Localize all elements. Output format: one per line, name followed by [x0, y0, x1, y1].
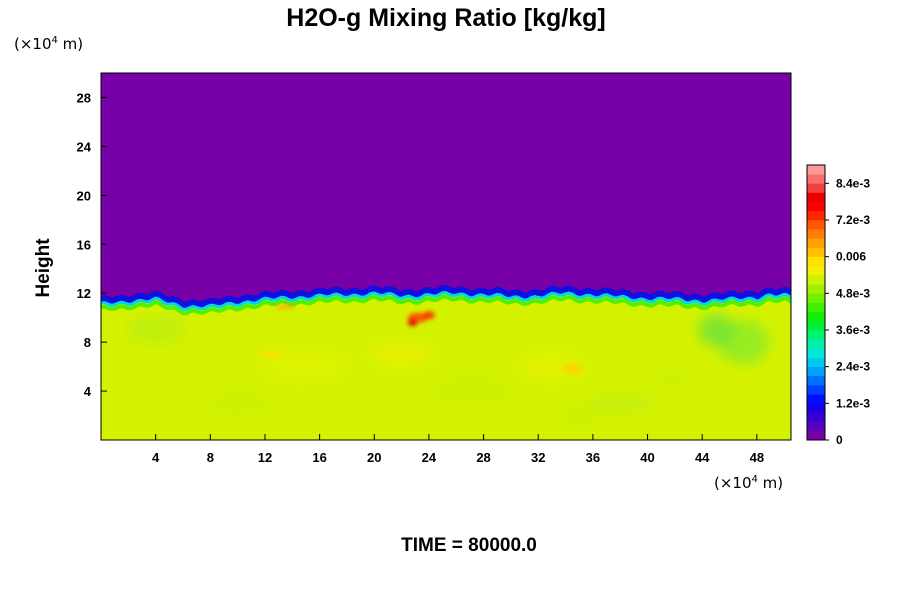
colorbar-segment	[807, 174, 825, 184]
colorbar-segment	[807, 375, 825, 386]
hotspot	[422, 311, 435, 320]
colorbar-labels: 8.4e-3 7.2e-3 0.006 4.8e-3 3.6e-3 2.4e-3 1.2e-…	[825, 176, 870, 447]
x-tick-label: 28	[476, 450, 490, 465]
y-unit-label: (×104 m)	[14, 35, 83, 53]
x-tick-label: 32	[531, 450, 545, 465]
y-tick-label: 8	[84, 335, 91, 350]
colorbar-segment	[807, 165, 825, 175]
colorbar-segment	[807, 275, 825, 285]
hotspot	[407, 318, 418, 327]
x-tick-label: 40	[640, 450, 654, 465]
y-tick-label: 4	[84, 384, 92, 399]
colorbar	[806, 164, 826, 441]
texture-blob	[585, 393, 656, 414]
texture-blob	[429, 377, 510, 406]
field-texture	[125, 313, 770, 424]
colorbar-label: 1.2e-3	[836, 396, 870, 410]
texture-blob	[265, 354, 346, 379]
colorbar-segment	[807, 302, 825, 312]
chart-title: H2O-g Mixing Ratio [kg/kg]	[286, 4, 605, 32]
interface-band-cyan	[101, 291, 791, 311]
colorbar-label: 0	[836, 433, 843, 447]
colorbar-label: 0.006	[836, 250, 866, 264]
interface-band-blue	[101, 285, 791, 309]
colorbar-frame	[806, 164, 826, 441]
x-unit-label: (×104 m)	[714, 474, 783, 492]
y-tick-label: 28	[77, 90, 91, 105]
colorbar-segment	[807, 339, 825, 349]
colorbar-segment	[807, 394, 825, 404]
x-tick-label: 8	[207, 450, 214, 465]
texture-blob	[207, 393, 268, 414]
colorbar-segment	[807, 293, 825, 303]
x-tick-label: 36	[586, 450, 600, 465]
texture-blob	[344, 393, 405, 414]
colorbar-segment	[807, 220, 825, 230]
time-label: TIME = 80000.0	[401, 535, 537, 556]
colorbar-segment	[807, 183, 825, 193]
texture-blob	[649, 368, 700, 389]
x-tick-label: 44	[695, 450, 710, 465]
texture-blob	[125, 315, 186, 344]
colorbar-segment	[807, 366, 825, 377]
colorbar-segment	[807, 430, 825, 441]
colorbar-segment	[807, 320, 825, 331]
hotspot	[562, 364, 583, 375]
colorbar-segment	[807, 385, 825, 395]
texture-blob	[559, 407, 600, 424]
colorbar-label: 3.6e-3	[836, 323, 870, 337]
colorbar-segment	[807, 247, 825, 257]
field-hotspots	[257, 304, 583, 375]
colorbar-segment	[807, 238, 825, 248]
y-tick-label: 20	[77, 188, 91, 203]
colorbar-segment	[807, 210, 825, 221]
colorbar-segment	[807, 357, 825, 367]
colorbar-segment	[807, 284, 825, 294]
colorbar-segment	[807, 412, 825, 422]
colorbar-segment	[807, 348, 825, 358]
y-tick-label: 16	[77, 237, 91, 252]
x-tick-label: 48	[750, 450, 764, 465]
texture-blob	[371, 344, 432, 365]
x-tick-label: 20	[367, 450, 381, 465]
colorbar-label: 2.4e-3	[836, 360, 870, 374]
hotspot	[257, 351, 286, 358]
y-tick-label: 24	[77, 139, 92, 154]
plot-area	[101, 73, 791, 440]
hotspot	[275, 304, 296, 309]
y-tick-label: 12	[77, 286, 91, 301]
x-tick-label: 12	[258, 450, 272, 465]
colorbar-segment	[807, 311, 825, 322]
x-tick-label: 4	[152, 450, 160, 465]
colorbar-label: 8.4e-3	[836, 176, 870, 190]
x-axis-ticks: 4 8 12 16 20 24 28 32 36 40 44 48	[152, 434, 764, 465]
colorbar-segment	[807, 265, 825, 276]
colorbar-segment	[807, 192, 825, 202]
colorbar-label: 4.8e-3	[836, 286, 870, 300]
y-axis-label: Height	[33, 238, 54, 298]
interface-band-green	[101, 294, 791, 316]
colorbar-segment	[807, 229, 825, 239]
colorbar-segment	[807, 403, 825, 413]
colorbar-segment	[807, 256, 825, 267]
x-tick-label: 16	[312, 450, 326, 465]
y-axis-ticks: 4 8 12 16 20 24 28	[77, 90, 107, 399]
colorbar-segment	[807, 201, 825, 212]
colorbar-segment	[807, 421, 825, 432]
plot-frame	[100, 72, 792, 441]
texture-blob	[697, 313, 734, 346]
x-tick-label: 24	[422, 450, 437, 465]
colorbar-label: 7.2e-3	[836, 213, 870, 227]
colorbar-segment	[807, 330, 825, 340]
